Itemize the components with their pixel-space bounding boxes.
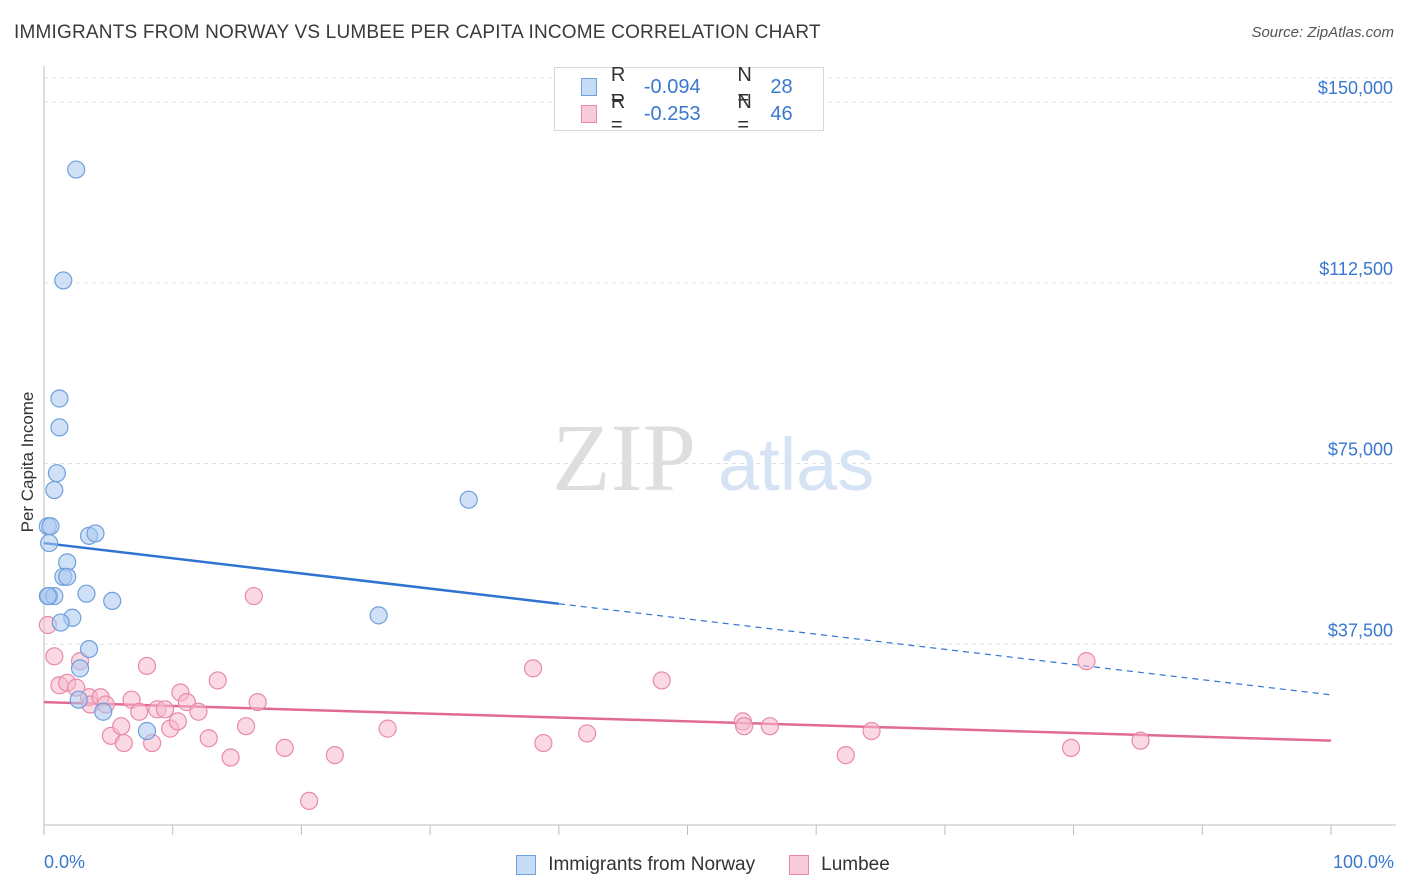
watermark-atlas: atlas [718,423,874,506]
norway-point [86,524,105,543]
norway-point [58,567,77,586]
norway-point [94,702,113,721]
lumbee-point [1131,731,1150,750]
y-tick-labels: $37,500 $75,000 $112,500 $150,000 [1318,78,1393,640]
lumbee-point [208,671,227,690]
lumbee-point [177,693,196,712]
norway-point [103,591,122,611]
norway-point [38,586,57,606]
x-tick-max: 100.0% [1332,852,1394,872]
lumbee-point [236,717,256,736]
lumbee-point [112,717,131,736]
norway-point [45,480,64,500]
norway-trend-line [43,541,559,606]
y-tick-label: $75,000 [1328,440,1393,460]
norway-point [51,613,70,632]
lumbee-point [862,721,881,741]
lumbee-point [130,702,149,721]
r-label: R = [610,91,626,136]
x-tick-min: 0.0% [44,852,86,872]
lumbee-point [189,702,208,721]
norway-point [67,160,86,179]
norway-point [70,659,90,678]
lumbee-swatch [581,105,597,123]
correlation-legend: R = -0.094 N = 28 R = -0.253 N = 46 [554,64,824,136]
y-tick-label: $37,500 [1328,620,1393,640]
n-value: 46 [770,102,793,125]
norway-point [50,418,69,437]
lumbee-point [534,733,553,753]
legend-label: Lumbee [821,854,890,875]
lumbee-point [760,717,779,736]
n-label: N = [737,64,752,109]
source-note: Source: ZipAtlas.com [1251,24,1394,41]
watermark: ZIP atlas [552,404,874,511]
lumbee-point [137,656,157,676]
r-label: R = [610,64,626,109]
chart-title: IMMIGRANTS FROM NORWAY VS LUMBEE PER CAP… [14,22,821,43]
norway-point [79,639,99,659]
lumbee-points [38,586,1150,811]
n-value: 28 [770,75,793,98]
norway-point [137,721,157,741]
legend-row-lumbee: R = -0.253 N = 46 [581,91,831,136]
y-tick-label: $112,500 [1319,259,1393,279]
lumbee-point [275,738,294,757]
lumbee-swatch [789,855,810,875]
legend-item-norway: Immigrants from Norway [516,852,755,878]
norway-point [50,389,69,408]
norway-point [41,517,60,536]
trend-lines [43,541,1332,742]
lumbee-point [652,671,671,690]
lumbee-point [221,748,240,767]
series-legend: Immigrants from Norway Lumbee [0,852,1406,878]
legend-label: Immigrants from Norway [548,854,756,875]
lumbee-point [378,719,397,738]
norway-point [47,464,66,483]
lumbee-point [1061,738,1081,757]
lumbee-point [248,693,267,712]
norway-point [40,533,59,553]
legend-row-norway: R = -0.094 N = 28 [581,64,831,109]
norway-point [459,490,478,509]
norway-point [369,606,388,625]
lumbee-point [168,712,187,731]
watermark-zip: ZIP [552,404,696,511]
lumbee-point [578,724,597,743]
lumbee-point [199,729,218,748]
legend-item-lumbee: Lumbee [789,852,890,878]
norway-trend-line-extrapolated [558,603,1332,696]
norway-point [54,271,73,290]
norway-point [77,584,96,603]
lumbee-point [114,733,133,753]
norway-swatch [581,78,597,96]
lumbee-point [735,717,754,736]
n-label: N = [737,91,752,136]
norway-point [69,690,88,709]
lumbee-point [325,746,344,765]
lumbee-point [300,791,319,811]
r-value: -0.253 [643,102,701,125]
norway-swatch [516,855,537,875]
lumbee-point [155,700,175,719]
r-value: -0.094 [643,75,701,98]
lumbee-point [523,659,543,678]
lumbee-point [244,586,263,606]
lumbee-point [1077,652,1096,671]
y-tick-label: $150,000 [1318,78,1393,98]
axes [43,66,1396,835]
gridlines [44,77,1396,645]
norway-points [38,160,478,741]
lumbee-point [45,647,64,666]
lumbee-point [836,746,855,765]
